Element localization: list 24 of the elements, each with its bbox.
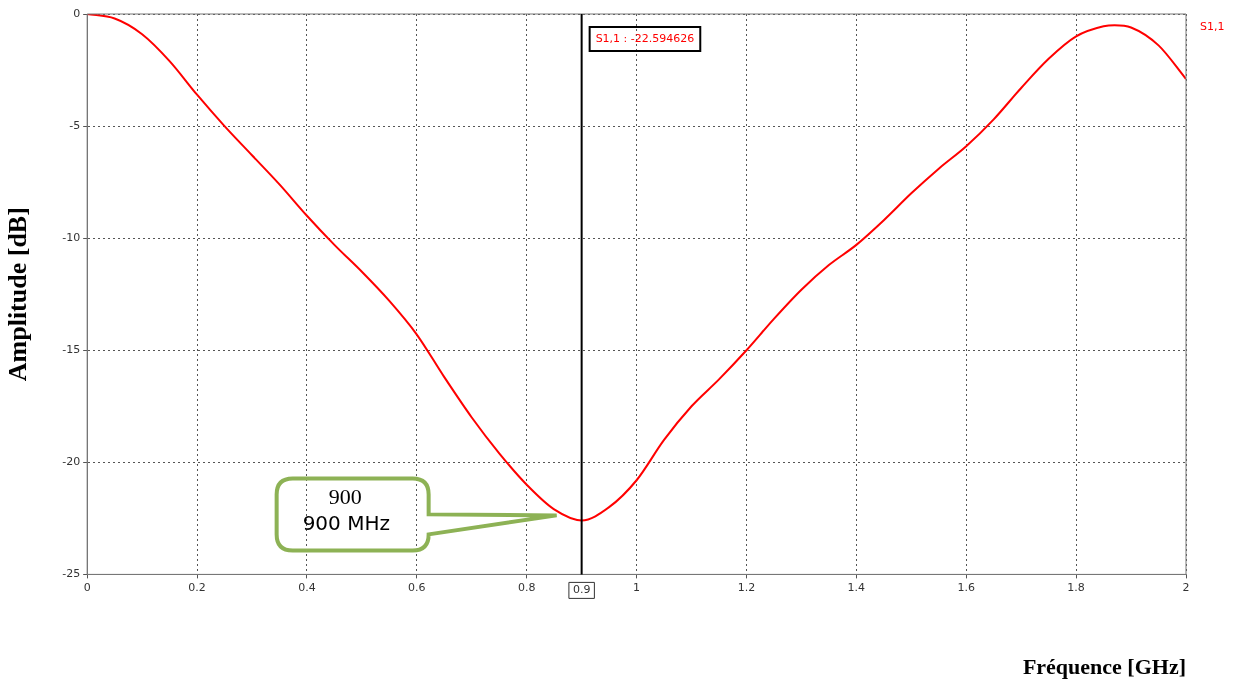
x-tick-label: 1.2 [737, 580, 756, 594]
x-tick-label: 0 [83, 580, 91, 594]
text: S1,1 [1200, 20, 1225, 34]
x-tick-label: 0.2 [188, 580, 206, 594]
y-tick-label: -20 [62, 455, 81, 469]
x-tick-label: 0.4 [298, 580, 316, 594]
x-tick-label: 2 [1182, 580, 1190, 594]
annotation: 900 MHz [302, 510, 390, 535]
y-tick-label: -25 [62, 567, 81, 581]
y-tick-label: -10 [62, 231, 81, 245]
x-tick-label: 1.6 [957, 580, 975, 594]
ref-line-label: 0.9 [572, 583, 591, 597]
annotation: S1,1 : -22.594626 [595, 31, 695, 45]
x-tick-label: 1.8 [1067, 580, 1085, 594]
y-tick-label: 0 [73, 6, 81, 20]
x-tick-label: 1 [633, 580, 641, 594]
y-axis-title: Amplitude [dB] [3, 207, 33, 382]
x-tick-label: 0.8 [517, 580, 536, 594]
y-tick-label: -15 [62, 343, 81, 357]
x-tick-label: 1.4 [847, 580, 866, 594]
x-tick-label: 0.6 [408, 580, 426, 594]
x-axis-title: Fréquence [GHz] [1022, 654, 1186, 680]
y-tick-label: -5 [69, 118, 81, 132]
annotation: 900 [328, 484, 362, 510]
